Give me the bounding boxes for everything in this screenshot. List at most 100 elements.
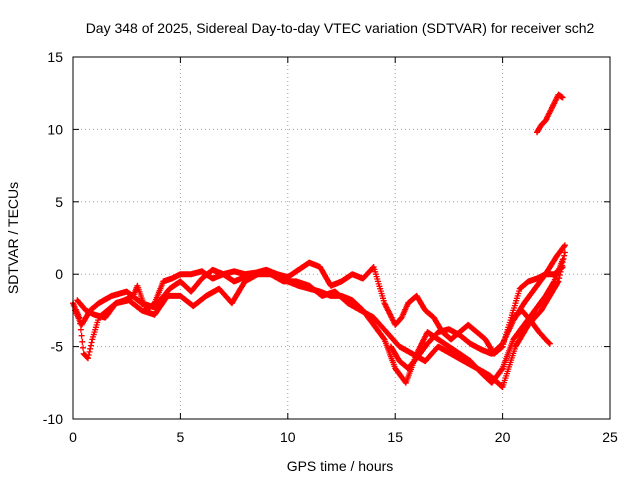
data-point	[533, 309, 537, 312]
data-point	[563, 244, 567, 247]
data-point	[110, 294, 113, 298]
data-point	[475, 330, 479, 334]
data-point	[544, 338, 547, 341]
data-point	[230, 301, 234, 305]
data-point	[211, 268, 214, 272]
y-tick-label: -5	[51, 339, 64, 355]
data-point	[308, 284, 311, 287]
data-point	[318, 265, 322, 269]
data-point	[269, 273, 272, 276]
data-point	[136, 284, 139, 287]
y-axis-label: SDTVAR / TECUs	[5, 182, 21, 294]
data-point	[170, 277, 174, 280]
data-point	[93, 313, 96, 316]
data-point	[527, 280, 530, 283]
chart-title: Day 348 of 2025, Sidereal Day-to-day VTE…	[86, 20, 595, 36]
data-point	[533, 287, 537, 290]
data-point	[372, 323, 375, 327]
data-point	[346, 301, 350, 305]
x-tick-label: 20	[495, 429, 511, 445]
data-point	[432, 316, 436, 319]
data-point	[544, 119, 547, 122]
data-point	[501, 342, 504, 345]
data-point	[200, 270, 204, 273]
data-point	[361, 277, 365, 280]
data-point	[232, 280, 236, 283]
data-point	[467, 323, 470, 327]
data-point	[179, 294, 182, 298]
x-tick-label: 0	[69, 429, 77, 445]
data-point	[140, 309, 143, 312]
data-point	[76, 299, 79, 302]
data-point	[282, 280, 285, 283]
data-point	[351, 299, 354, 302]
y-tick-label: 5	[55, 194, 63, 210]
data-point	[286, 275, 289, 279]
data-point	[394, 323, 397, 327]
data-point	[232, 270, 236, 273]
data-point	[548, 342, 552, 345]
data-point	[389, 345, 393, 348]
data-point	[426, 342, 429, 345]
data-point	[97, 301, 100, 305]
data-point	[479, 348, 483, 351]
data-point	[217, 287, 221, 290]
data-point	[548, 294, 552, 298]
data-point	[340, 280, 343, 283]
data-point	[189, 273, 193, 276]
data-point	[383, 338, 386, 341]
data-point	[189, 290, 193, 293]
data-point	[400, 316, 403, 319]
data-point	[333, 290, 337, 293]
data-point	[385, 330, 388, 334]
data-point	[297, 268, 300, 272]
data-point	[383, 301, 386, 305]
data-point	[462, 359, 466, 363]
data-point	[406, 367, 410, 370]
data-point	[518, 287, 521, 290]
data-point	[162, 280, 165, 283]
series-markers	[534, 91, 566, 136]
data-point	[512, 316, 515, 319]
data-point	[490, 352, 494, 356]
data-point	[436, 345, 440, 348]
series-track-5	[510, 307, 553, 347]
data-point	[329, 284, 332, 287]
data-point	[256, 273, 259, 276]
data-point	[200, 277, 204, 280]
data-point	[166, 294, 169, 298]
x-tick-label: 25	[602, 429, 618, 445]
data-point	[424, 359, 427, 363]
data-point	[561, 96, 564, 99]
data-point	[535, 131, 539, 134]
data-point	[398, 359, 401, 363]
data-point	[548, 110, 552, 114]
plot-frame	[72, 56, 611, 420]
data-point	[552, 102, 556, 105]
data-point	[447, 345, 451, 348]
data-point	[540, 309, 543, 312]
data-point	[501, 367, 504, 370]
x-tick-label: 15	[387, 429, 403, 445]
series-track-6	[534, 91, 566, 136]
data-point	[557, 93, 560, 96]
y-tick-label: 0	[55, 266, 63, 282]
y-tick-label: 15	[47, 49, 63, 65]
data-point	[351, 273, 354, 276]
data-point	[415, 294, 418, 298]
data-point	[436, 338, 440, 341]
data-point	[411, 352, 414, 356]
data-point	[372, 265, 375, 269]
data-point	[153, 306, 156, 309]
data-point	[320, 294, 324, 298]
data-point	[535, 277, 539, 280]
data-point	[544, 273, 547, 276]
data-point	[372, 316, 375, 319]
data-point	[557, 280, 560, 283]
data-point	[125, 290, 128, 293]
data-point	[501, 385, 504, 389]
series-markers	[72, 256, 566, 386]
data-point	[179, 280, 182, 283]
data-point	[104, 316, 107, 319]
data-point	[537, 330, 541, 334]
